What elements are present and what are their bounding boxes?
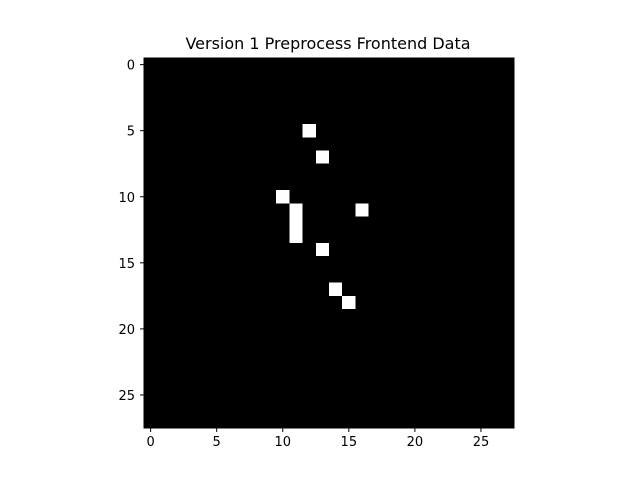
x-axis: 0 5 10 15 20 25 <box>146 428 489 450</box>
y-tick-label: 5 <box>127 125 135 140</box>
heatmap-cell <box>342 295 356 310</box>
heatmap-cell <box>329 282 343 296</box>
x-tick-label: 0 <box>146 435 154 450</box>
y-tick-label: 0 <box>127 59 135 74</box>
plot-frame <box>143 57 515 429</box>
heatmap-cell <box>289 216 303 230</box>
x-tick-label: 5 <box>213 435 221 450</box>
heatmap-cells <box>276 124 369 310</box>
heatmap-cell <box>289 203 303 217</box>
plot-area <box>143 57 515 429</box>
x-tick-label: 10 <box>274 435 291 450</box>
x-tick-label: 20 <box>407 435 424 450</box>
y-tick-label: 15 <box>118 257 135 272</box>
x-tick-label: 15 <box>341 435 358 450</box>
heatmap-cell <box>315 150 329 164</box>
heatmap-cell <box>276 190 290 204</box>
chart-title: Version 1 Preprocess Frontend Data <box>185 34 470 53</box>
y-axis: 0 5 10 15 20 25 <box>118 59 144 404</box>
y-tick-label: 25 <box>118 389 135 404</box>
heatmap-cell <box>289 229 303 243</box>
y-tick-label: 20 <box>118 323 135 338</box>
heatmap-cell <box>302 124 316 138</box>
heatmap-cell <box>315 243 329 257</box>
y-tick-label: 10 <box>118 191 135 206</box>
heatmap-cell <box>355 203 369 217</box>
x-tick-label: 25 <box>473 435 490 450</box>
